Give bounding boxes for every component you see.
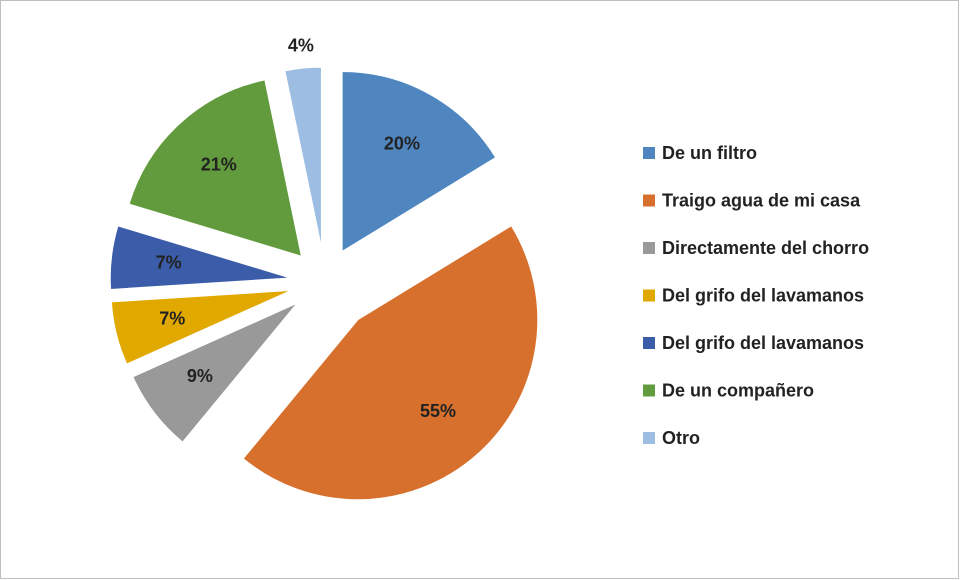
- data-label: 9%: [187, 366, 213, 386]
- legend-swatch: [643, 337, 655, 349]
- legend-swatch: [643, 289, 655, 302]
- pie-slice: [110, 289, 292, 365]
- legend-label: Otro: [662, 428, 700, 448]
- pie-slice: [109, 225, 291, 291]
- data-label: 55%: [420, 401, 456, 421]
- legend-label: Del grifo del lavamanos: [662, 285, 864, 305]
- legend-swatch: [643, 432, 655, 444]
- legend-swatch: [643, 384, 655, 397]
- legend-label: De un compañero: [662, 380, 814, 400]
- legend-label: Directamente del chorro: [662, 238, 869, 258]
- pie-slice: [128, 79, 303, 257]
- data-label: 7%: [156, 253, 182, 273]
- pie-slice: [284, 66, 322, 248]
- legend-label: De un filtro: [662, 143, 757, 163]
- data-label: 21%: [201, 155, 237, 175]
- data-label: 4%: [288, 35, 314, 55]
- legend-label: Traigo agua de mi casa: [662, 190, 861, 210]
- data-label: 20%: [384, 133, 420, 153]
- pie-slice: [132, 302, 298, 443]
- data-label: 7%: [159, 309, 185, 329]
- pie-slice: [341, 70, 497, 253]
- legend-swatch: [643, 194, 655, 207]
- legend-label: Del grifo del lavamanos: [662, 333, 864, 353]
- legend-swatch: [643, 147, 655, 159]
- pie-slice: [242, 225, 539, 501]
- legend-swatch: [643, 242, 655, 254]
